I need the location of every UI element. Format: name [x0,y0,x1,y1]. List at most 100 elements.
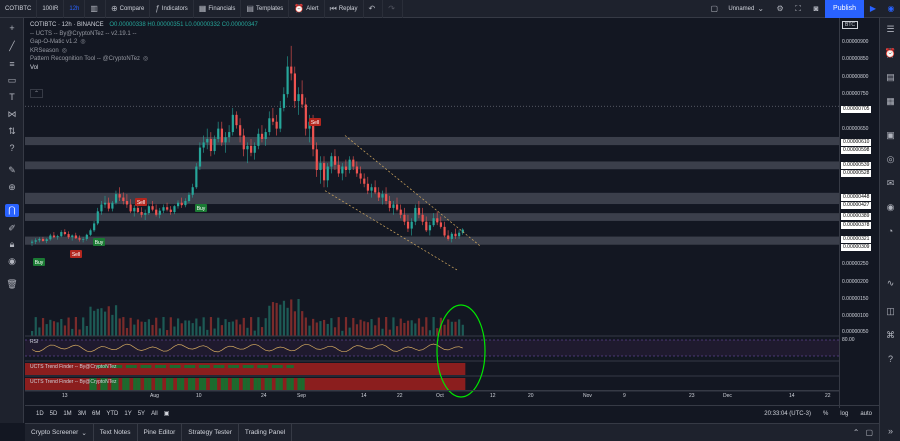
prediction-tool[interactable]: ⇅ [5,125,19,138]
settings-button[interactable]: ⚙ [771,0,789,18]
alert-button[interactable]: ⏰ Alert [289,0,325,18]
pattern-tool[interactable]: ⋈ [5,108,19,121]
interval-selector[interactable]: 12h [64,0,86,18]
chart-data-button[interactable]: ∿ [883,276,898,291]
tab-pine-editor[interactable]: Pine Editor [138,423,183,441]
tab-text-notes[interactable]: Text Notes [94,423,138,441]
trendline-tool[interactable]: ╱ [5,40,19,53]
compare-button[interactable]: ⊕ Compare [106,0,151,18]
range-button[interactable]: 5Y [137,410,146,417]
chart-style-button[interactable]: ▥ [85,0,106,18]
range-button[interactable]: 6M [92,410,101,417]
object-tree-button[interactable]: ⌘ [883,328,898,343]
redo-button[interactable]: ↷ [383,0,403,18]
layout-icon-button[interactable]: ▢ [705,0,723,18]
volume-bar [96,308,99,336]
tab-label: Trading Panel [244,429,286,436]
fullscreen-button[interactable]: ⛶ [789,0,807,18]
streams-button[interactable]: ◉ [883,200,898,215]
indicators-button[interactable]: ƒ Indicators [150,0,194,18]
range-button[interactable]: All [151,410,158,417]
calendar-button[interactable]: ▣ [883,128,898,143]
candle-body [191,187,194,195]
collapse-panel-icon[interactable]: ⌃ [852,428,860,437]
publish-button[interactable]: Publish [825,0,864,18]
text-tool[interactable]: T [5,91,19,104]
hide-tool[interactable]: ◉ [5,255,19,268]
buy-signal-label: Buy [95,240,104,246]
layers-button[interactable]: ◫ [883,304,898,319]
clock-label[interactable]: 20:33:04 (UTC-3) [764,410,811,417]
layout-selector[interactable]: Unnamed ⌄ [723,0,771,18]
hotlists-button[interactable]: ▦ [883,94,898,109]
ideas-stream-button[interactable]: ◎ [883,152,898,167]
trend-finder-bull-segment [140,365,145,368]
rsi-axis-value: 80.00 [842,337,855,343]
financials-button[interactable]: ▦ Financials [194,0,242,18]
price-chart[interactable]: Sell Buy Sell Buy Sell Buy [25,18,839,408]
range-button[interactable]: 5D [49,410,58,417]
price-axis[interactable]: BTC 0.00000900 0.00000850 0.00000800 0.0… [839,18,879,408]
crosshair-tool[interactable]: + [5,22,19,35]
legend-collapse-button[interactable]: ⌃ [30,89,43,98]
lock-tool[interactable]: 🔒︎ [5,238,19,251]
watchlist-button[interactable]: ☰ [883,22,898,37]
legend-indicator-row[interactable]: KRSeason ◎ [30,47,258,56]
volume-bar [406,320,410,336]
volume-bar [111,314,114,336]
magnet-tool[interactable]: ⋂ [5,204,19,217]
trend-finder-bull-segment [114,365,119,368]
symbol-search[interactable]: COTIBTC [0,0,38,18]
screenshot-button[interactable]: ◙ [807,0,825,18]
help-button[interactable]: ? [883,352,898,367]
rectangle-tool[interactable]: ▭ [5,74,19,87]
eye-icon[interactable]: ◎ [143,56,149,63]
candle-body [374,187,377,193]
trend-finder-bull-segment [279,365,283,368]
trend-finder-bull-segment [206,365,210,368]
alerts-panel-button[interactable]: ⏰ [883,46,898,61]
log-toggle[interactable]: log [840,410,849,417]
legend-indicator-row[interactable]: Gap-O-Matic v1.2 ◎ [30,38,258,47]
notifications-button[interactable]: ◔ [883,224,898,239]
candle-body [326,166,329,181]
goto-date-button[interactable]: ▣ [161,410,173,417]
legend-indicator-row[interactable]: Vol [30,64,258,73]
candle-body [133,207,136,212]
range-button[interactable]: 1M [63,410,72,417]
undo-button[interactable]: ↶ [364,0,384,18]
camera-icon: ◙ [813,4,819,13]
eye-icon[interactable]: ◎ [61,47,67,54]
replay-button[interactable]: ⏮ Replay [325,0,364,18]
legend-indicator-row[interactable]: -- UCTS -- By@CryptoNTez -- v2.19.1 -- [30,30,258,39]
range-button[interactable]: 3M [77,410,87,417]
eye-icon[interactable]: ◎ [80,39,86,46]
candle-body [428,225,432,231]
range-button[interactable]: 1Y [124,410,132,417]
percent-toggle[interactable]: % [822,410,829,417]
range-button[interactable]: YTD [106,410,119,417]
volume-bar [74,317,77,336]
tab-trading-panel[interactable]: Trading Panel [239,423,293,441]
broadcast-button[interactable]: ◉ [882,0,900,18]
volume-bar [71,328,74,336]
interval-input[interactable]: 100IR [37,0,65,18]
help-tool[interactable]: ? [5,142,19,155]
range-button[interactable]: 1D [36,410,44,417]
data-window-button[interactable]: ▤ [883,70,898,85]
panel-collapse-button[interactable]: » [883,424,898,439]
auto-toggle[interactable]: auto [860,410,872,417]
remove-tool[interactable]: 🗑︎ [5,278,19,291]
tab-crypto-screener[interactable]: Crypto Screener ⌄ [25,423,94,441]
chat-button[interactable]: ✉ [883,176,898,191]
time-axis[interactable]: 13 Aug 10 24 Sep 14 22 Oct 12 20 Nov 9 2… [25,390,839,400]
stay-drawing-tool[interactable]: ✐ [5,222,19,235]
brush-tool[interactable]: ✎ [5,164,19,177]
play-button[interactable]: ▶ [864,0,882,18]
templates-button[interactable]: ▤ Templates [241,0,290,18]
zoom-tool[interactable]: ⊕ [5,181,19,194]
horizontal-line-tool[interactable]: ≡ [5,58,19,71]
legend-indicator-row[interactable]: Pattern Recognition Tool -- @CryptoNTez ◎ [30,55,258,64]
maximize-panel-icon[interactable]: ▢ [865,428,873,437]
tab-strategy-tester[interactable]: Strategy Tester [182,423,239,441]
